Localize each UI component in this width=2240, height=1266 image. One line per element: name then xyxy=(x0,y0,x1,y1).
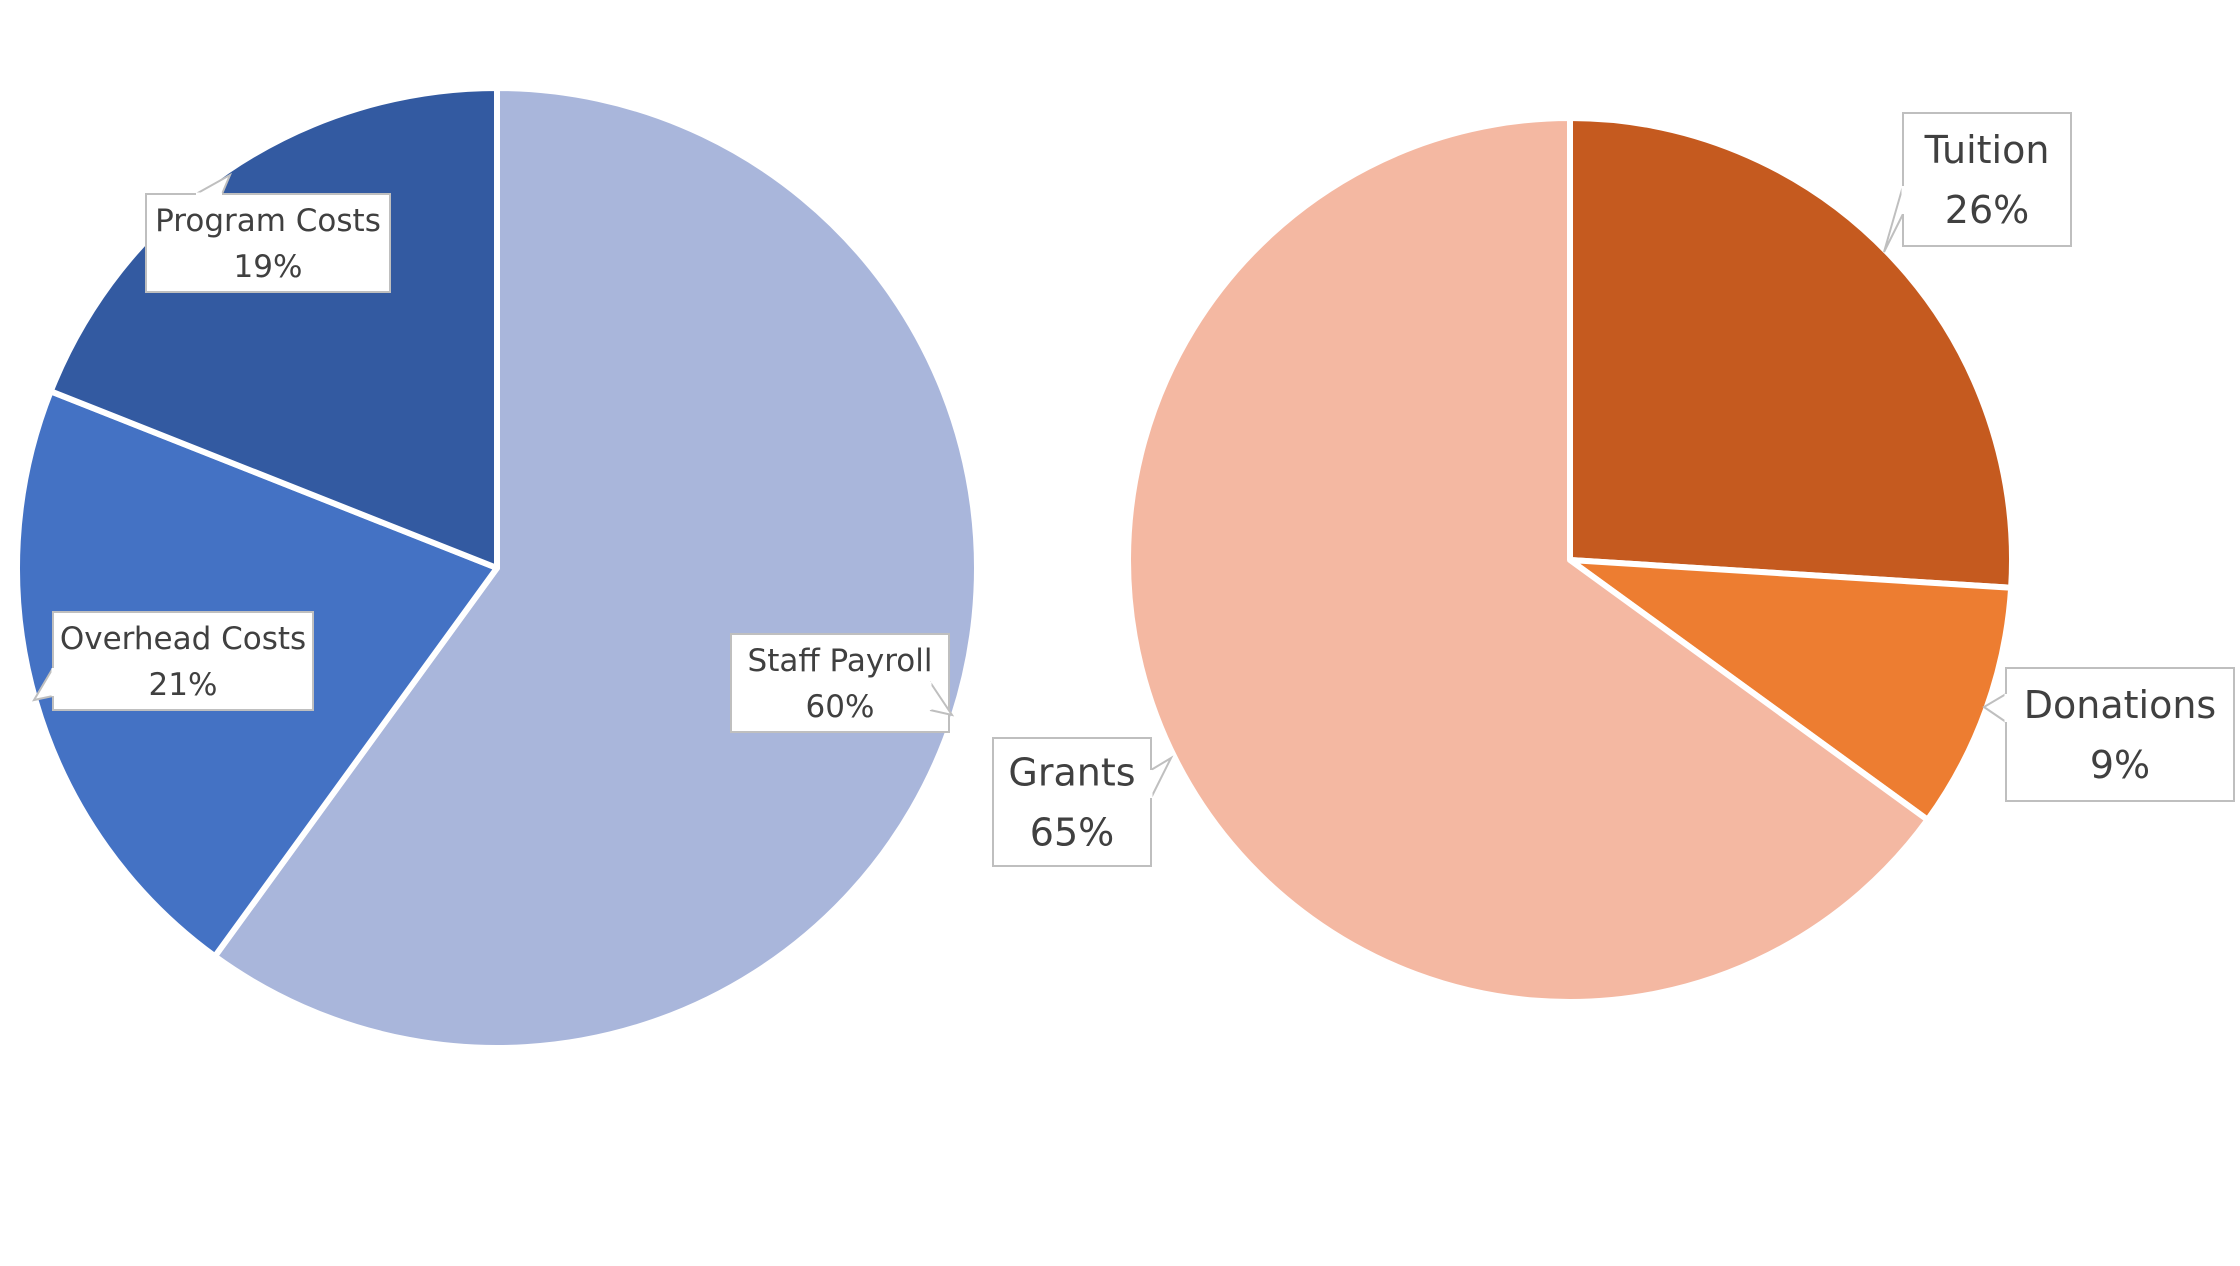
slice-label-text: Grants xyxy=(1008,750,1135,794)
expenses-pie-chart: Staff Payroll 60% Overhead Costs 21% Program… xyxy=(14,85,980,1051)
callout-pointer xyxy=(195,172,233,195)
callout-box xyxy=(2005,667,2235,802)
slice-label-text: Donations xyxy=(2024,683,2216,727)
data-label-staff-payroll: Staff Payroll 60% xyxy=(730,633,955,733)
callout-pointer xyxy=(1883,185,1904,253)
slice-tuition xyxy=(1567,115,2015,591)
callout-box xyxy=(1902,112,2072,247)
callout-pointer xyxy=(1150,755,1174,799)
slice-label-text: Program Costs xyxy=(155,203,381,239)
slice-label-text: Staff Payroll xyxy=(748,643,933,679)
data-label-grants: Grants 65% xyxy=(992,737,1174,867)
callout-pointer xyxy=(1982,693,2007,723)
slice-label-text: Overhead Costs xyxy=(60,621,306,657)
revenue-pie-chart: Tuition 26% Donations 9% Grants 65% xyxy=(992,112,2235,1005)
callout-pointer xyxy=(31,667,54,702)
data-label-program-costs: Program Costs 19% xyxy=(145,172,391,293)
slice-percent-text: 19% xyxy=(234,249,303,285)
slice-percent-text: 26% xyxy=(1945,188,2029,232)
data-label-overhead-costs: Overhead Costs 21% xyxy=(31,611,314,711)
slice-donations xyxy=(1567,557,2015,823)
data-label-tuition: Tuition 26% xyxy=(1883,112,2072,253)
slice-percent-text: 21% xyxy=(149,667,218,703)
slice-percent-text: 60% xyxy=(806,689,875,725)
slice-percent-text: 9% xyxy=(2090,743,2150,787)
data-label-donations: Donations 9% xyxy=(1982,667,2235,802)
slice-label-text: Tuition xyxy=(1924,128,2050,172)
callout-box xyxy=(52,611,314,711)
callout-pointer xyxy=(929,681,955,717)
callout-box xyxy=(730,633,950,733)
slice-grants xyxy=(1125,115,1931,1005)
callout-box xyxy=(992,737,1152,867)
callout-box xyxy=(145,193,391,293)
slice-percent-text: 65% xyxy=(1030,810,1114,854)
